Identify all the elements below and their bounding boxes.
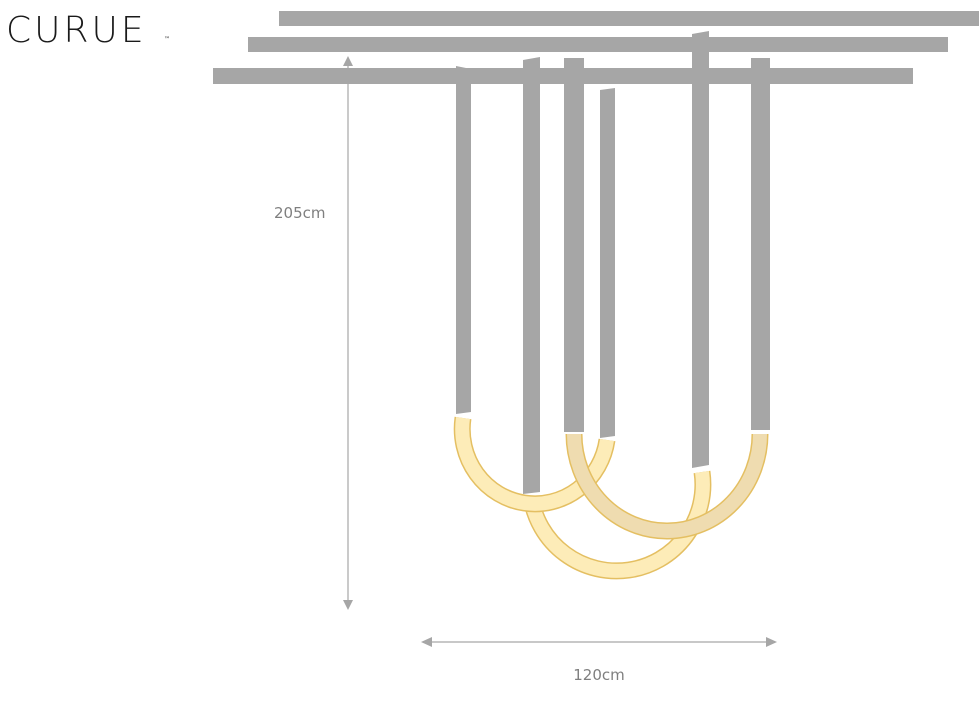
rod [564,58,584,432]
height-label: 205cm [274,204,326,222]
width-label: 120cm [573,666,625,684]
rod [523,57,540,494]
rod [751,58,770,430]
height-dimension [343,56,353,610]
trademark: ™ [164,36,170,43]
logo: CURUE [6,10,147,51]
width-dimension [421,637,777,647]
canopy [248,37,948,52]
rod [692,31,709,468]
rod [456,66,471,414]
canopy [213,68,913,84]
arc-1 [453,416,616,513]
canopy [279,11,979,26]
arc-3 [565,433,769,540]
rod [600,88,615,438]
arc-2 [522,470,712,580]
